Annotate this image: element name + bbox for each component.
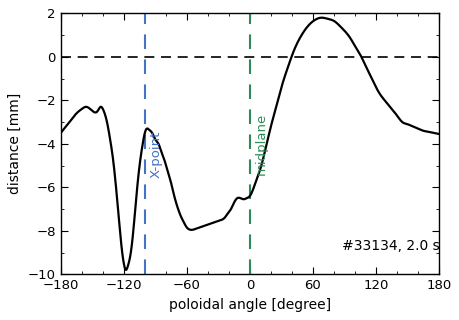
Text: midplane: midplane — [255, 113, 268, 175]
Text: X-point: X-point — [150, 131, 162, 178]
Text: #33134, 2.0 s: #33134, 2.0 s — [341, 239, 439, 253]
Y-axis label: distance [mm]: distance [mm] — [8, 93, 22, 195]
X-axis label: poloidal angle [degree]: poloidal angle [degree] — [168, 298, 330, 312]
